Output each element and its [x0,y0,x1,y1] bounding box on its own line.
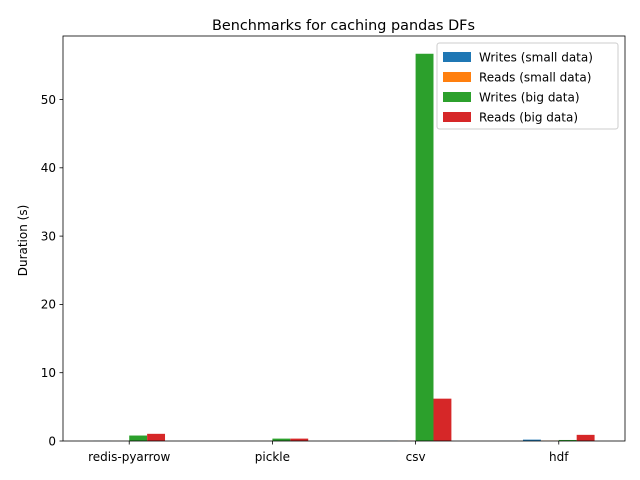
y-axis-label: Duration (s) [16,205,30,277]
x-tick-label: hdf [549,450,569,464]
bars-group [93,53,595,441]
y-tick-label: 30 [41,229,56,243]
legend-swatch [443,112,471,122]
y-tick-label: 50 [41,93,56,107]
legend: Writes (small data) Reads (small data) Wri… [436,42,619,130]
x-tick-label: pickle [255,450,290,464]
chart-title: Benchmarks for caching pandas DFs [212,18,475,34]
y-tick-label: 20 [41,298,56,312]
bar [415,53,434,441]
bar [290,438,309,441]
y-tick-label: 10 [41,366,56,380]
bar [129,435,148,441]
legend-label: Reads (big data) [479,111,578,125]
bar [272,438,291,441]
axes-group: 0 10 20 30 40 50 redis-pyarrow pickle csv hdf [41,35,626,464]
y-tick-label: 0 [48,434,56,448]
bar [558,439,577,441]
legend-swatch [443,92,471,102]
legend-label: Reads (small data) [479,71,591,85]
bar [522,439,541,441]
legend-swatch [443,72,471,82]
legend-swatch [443,52,471,62]
x-tick-label: redis-pyarrow [88,450,170,464]
legend-box [436,42,619,130]
y-tick-label: 40 [41,161,56,175]
plot-frame [62,35,626,442]
legend-label: Writes (big data) [479,91,580,105]
bar [147,433,166,441]
x-tick-label: csv [406,450,426,464]
bar [576,434,595,441]
legend-label: Writes (small data) [479,51,593,65]
bar [433,398,452,441]
